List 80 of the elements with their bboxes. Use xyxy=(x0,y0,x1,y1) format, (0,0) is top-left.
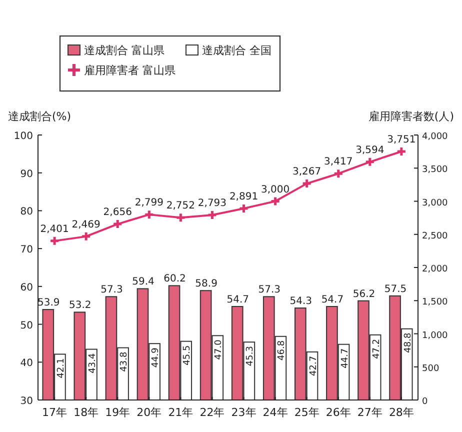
point xyxy=(175,212,186,223)
data-label: 59.4 xyxy=(132,276,154,288)
data-label: 2,401 xyxy=(40,224,69,235)
y-tick-label: 80 xyxy=(20,206,33,218)
data-label: 42.1 xyxy=(56,358,66,378)
x-tick-label: 21年 xyxy=(168,406,194,419)
point xyxy=(144,209,154,220)
y-tick-label: 90 xyxy=(20,168,33,180)
y2-tick-label: 2,500 xyxy=(422,231,448,242)
data-label: 2,656 xyxy=(103,207,132,218)
data-label: 57.3 xyxy=(258,284,281,296)
data-label: 58.9 xyxy=(195,278,218,290)
data-label: 53.9 xyxy=(38,298,60,309)
y-tick-label: 40 xyxy=(20,358,33,370)
data-label: 3,000 xyxy=(260,184,290,196)
legend-label: 達成割合 全国 xyxy=(202,44,272,57)
data-label: 54.3 xyxy=(290,296,312,308)
x-tick-label: 22年 xyxy=(200,406,225,419)
data-label: 43.4 xyxy=(88,353,98,374)
data-label: 57.3 xyxy=(100,284,123,296)
y2-tick-label: 1,000 xyxy=(422,330,448,341)
data-label: 2,752 xyxy=(166,200,196,212)
data-label: 3,417 xyxy=(324,156,353,168)
data-label: 44.9 xyxy=(151,347,162,368)
point xyxy=(80,231,92,242)
data-label: 42.7 xyxy=(308,356,319,376)
data-label: 47.2 xyxy=(372,338,382,359)
x-tick-label: 25年 xyxy=(294,406,320,419)
y-tick-label: 30 xyxy=(20,396,33,407)
point xyxy=(364,156,376,168)
data-label: 48.8 xyxy=(403,332,414,353)
data-label: 54.7 xyxy=(321,294,344,306)
x-tick-label: 26年 xyxy=(326,406,351,419)
data-label: 2,891 xyxy=(229,191,258,202)
data-label: 3,267 xyxy=(292,166,322,178)
y2-tick-label: 1,500 xyxy=(422,298,448,308)
y-tick-label: 50 xyxy=(20,320,33,332)
x-tick-label: 19年 xyxy=(105,406,130,419)
x-tick-label: 24年 xyxy=(262,406,288,419)
data-label: 2,469 xyxy=(72,219,100,230)
y2-tick-label: 500 xyxy=(422,364,440,374)
x-tick-label: 20年 xyxy=(136,406,162,419)
y2-tick-label: 3,500 xyxy=(422,165,448,176)
data-label: 54.7 xyxy=(226,294,249,306)
point xyxy=(302,178,312,189)
x-tick-label: 23年 xyxy=(231,406,256,419)
y2-tick-label: 0 xyxy=(422,397,428,407)
data-label: 45.3 xyxy=(246,346,256,366)
y2-tick-label: 4,000 xyxy=(422,132,448,142)
point xyxy=(112,218,123,230)
x-tick-label: 17年 xyxy=(42,406,68,419)
y2-axis-title: 雇用障害者数(人) xyxy=(368,110,454,123)
data-label: 46.8 xyxy=(277,340,288,360)
x-tick-label: 18年 xyxy=(74,406,99,419)
point xyxy=(238,203,250,214)
y2-tick-label: 2,000 xyxy=(422,264,448,274)
data-label: 60.2 xyxy=(164,274,186,285)
point xyxy=(333,168,344,179)
legend-label: 雇用障害者 富山県 xyxy=(84,64,176,77)
y-tick-label: 100 xyxy=(14,131,33,142)
y-axis-title: 達成割合(%) xyxy=(8,110,72,123)
legend-label: 達成割合 富山県 xyxy=(84,44,164,57)
data-label: 43.8 xyxy=(120,351,130,372)
data-label: 3,751 xyxy=(387,134,416,146)
data-label: 53.2 xyxy=(69,300,92,312)
data-label: 57.5 xyxy=(384,284,407,295)
x-tick-label: 28年 xyxy=(388,406,414,419)
point xyxy=(270,196,281,206)
data-label: 3,594 xyxy=(356,144,384,156)
data-label: 2,799 xyxy=(134,198,164,209)
data-label: 45.5 xyxy=(182,345,193,366)
data-label: 2,793 xyxy=(198,198,227,209)
data-label: 47.0 xyxy=(214,339,224,360)
data-label: 56.2 xyxy=(352,288,376,300)
x-tick-label: 27年 xyxy=(357,406,382,419)
data-label: 44.7 xyxy=(340,348,350,368)
point xyxy=(206,210,218,220)
y-tick-label: 70 xyxy=(20,244,33,256)
y-tick-label: 60 xyxy=(20,282,33,294)
y2-tick-label: 3,000 xyxy=(422,198,448,208)
